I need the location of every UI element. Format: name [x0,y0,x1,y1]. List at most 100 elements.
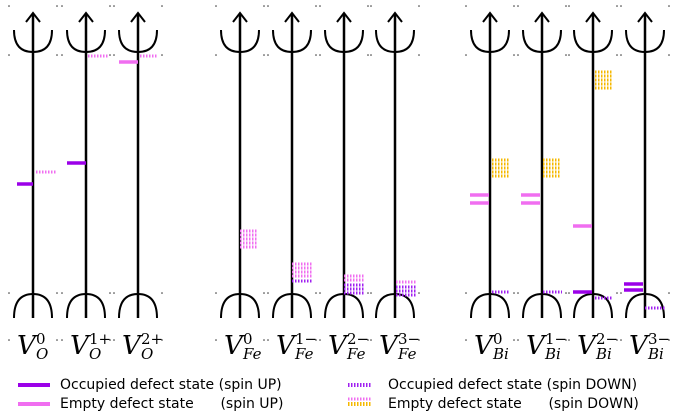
dot [513,292,515,294]
label-base: V [224,331,245,361]
label-sup: 2+ [141,330,163,348]
label-base: V [70,331,91,361]
dot [517,54,519,56]
valence-band [220,292,260,319]
dot [267,5,269,7]
dot [161,5,163,7]
dot [418,5,420,7]
dot [517,292,519,294]
dot [315,339,317,341]
dot [620,339,622,341]
label-sub: Bi [492,345,509,363]
arrow-head [534,11,550,23]
valence-band [13,292,53,319]
arrow-head [336,11,352,23]
dot [161,339,163,341]
label-sup: 1− [295,330,317,348]
dot [367,339,369,341]
dot [315,54,317,56]
dot [616,54,618,56]
valence-band [573,292,613,319]
dot [263,5,265,7]
column-label: V2− Bi [577,330,618,363]
dot [113,54,115,56]
column-label: V1− Bi [526,330,567,363]
conduction-band [272,29,312,54]
conduction-band [13,29,53,54]
dot [418,339,420,341]
dot [61,339,63,341]
label-sup: 1+ [89,330,111,348]
dot [668,5,670,7]
arrow-head [232,11,248,23]
dot [517,339,519,341]
dot [315,5,317,7]
label-base: V [629,331,650,361]
valence-band [272,292,312,319]
dot [61,292,63,294]
dot [418,54,420,56]
column-label: V0 O [17,330,48,363]
dot [668,339,670,341]
label-sub: Fe [294,345,314,363]
column-label: V0 Fe [224,330,262,363]
dot [616,5,618,7]
dot [263,339,265,341]
dot [370,5,372,7]
dot [109,5,111,7]
conduction-band [573,29,613,54]
label-base: V [276,331,297,361]
column-label: V2− Fe [328,330,369,363]
dot [215,292,217,294]
dot [263,292,265,294]
valence-band [625,292,665,319]
label-sup: 2− [347,330,369,348]
dot [367,5,369,7]
dot [513,5,515,7]
legend-label: Occupied defect state (spin UP) [60,377,282,393]
dot [267,292,269,294]
arrow-head [130,11,146,23]
dot [319,5,321,7]
label-sup: 0 [36,330,46,348]
column-label: V3− Bi [629,330,670,363]
dot [620,292,622,294]
dot [315,292,317,294]
dot [568,54,570,56]
arrow-head [585,11,601,23]
dot [517,5,519,7]
dot [113,5,115,7]
dot [56,54,58,56]
valence-band [522,292,562,319]
arrow-head [387,11,403,23]
dot [8,339,10,341]
dot [616,292,618,294]
label-base: V [577,331,598,361]
dot [113,292,115,294]
dot [109,339,111,341]
dot [465,339,467,341]
conduction-band [66,29,106,54]
dot [668,54,670,56]
dot [620,5,622,7]
label-sub: Fe [397,345,417,363]
dot [513,54,515,56]
dot [568,339,570,341]
arrow-head [78,11,94,23]
label-sub: Bi [544,345,561,363]
valence-band [470,292,510,319]
arrow-head [284,11,300,23]
dot [61,5,63,7]
conduction-band [470,29,510,54]
legend-label: Empty defect state (spin UP) [60,396,283,412]
dot [418,292,420,294]
conduction-band [375,29,415,54]
dot [565,339,567,341]
dot [367,54,369,56]
label-sup: 3− [648,330,670,348]
dot [56,5,58,7]
conduction-band [220,29,260,54]
dot [215,5,217,7]
column-label: V3− Fe [379,330,420,363]
dot [568,292,570,294]
